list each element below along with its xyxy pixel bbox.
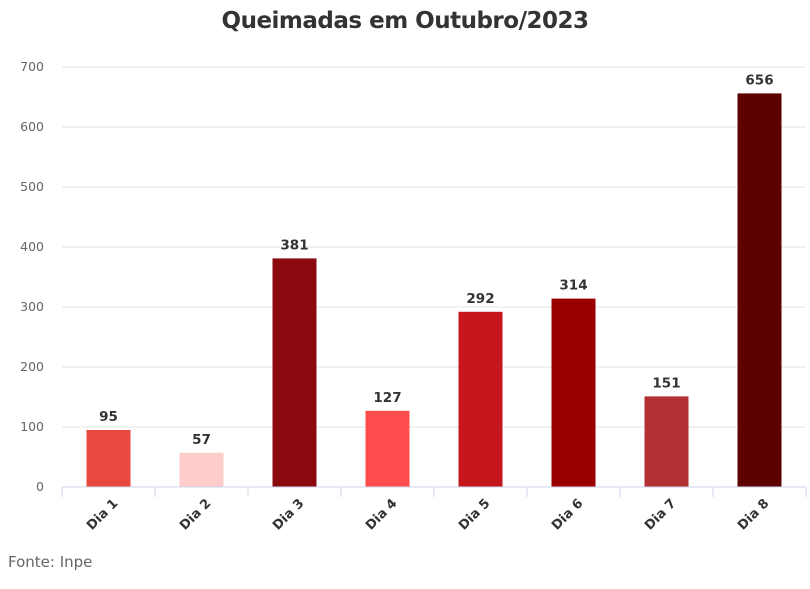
y-axis: 0 100 200 300 400 500 600 700 [20, 59, 44, 494]
x-tick-label: Dia 4 [363, 496, 400, 533]
bars [86, 93, 782, 488]
x-tick-label: Dia 1 [84, 496, 121, 533]
bar [644, 396, 689, 487]
x-tick-label: Dia 3 [270, 496, 307, 533]
data-label: 57 [192, 432, 211, 448]
data-label: 127 [373, 390, 401, 406]
source-note: Fonte: Inpe [8, 553, 93, 571]
x-tick-label: Dia 6 [549, 496, 586, 533]
x-tick-label: Dia 8 [735, 496, 772, 533]
bar [86, 430, 131, 487]
bar [272, 258, 317, 487]
data-label: 95 [99, 409, 118, 425]
bar [365, 410, 410, 487]
bar [179, 452, 224, 487]
y-tick-label: 300 [20, 299, 44, 314]
bar [551, 298, 596, 487]
x-axis: Dia 1 Dia 2 Dia 3 Dia 4 Dia 5 Dia 6 Dia 7 Dia 8 [61, 486, 807, 533]
x-tick-label: Dia 5 [456, 496, 493, 533]
gridlines [62, 66, 806, 428]
data-label: 381 [280, 237, 308, 253]
y-tick-label: 0 [36, 479, 44, 494]
bar [737, 93, 782, 488]
y-tick-label: 400 [20, 239, 44, 254]
data-label: 151 [652, 375, 680, 391]
y-tick-label: 600 [20, 119, 44, 134]
data-label: 656 [745, 72, 773, 88]
y-tick-label: 500 [20, 179, 44, 194]
y-tick-label: 100 [20, 419, 44, 434]
y-tick-label: 700 [20, 59, 44, 74]
chart-title: Queimadas em Outubro/2023 [221, 8, 589, 34]
x-tick-label: Dia 2 [177, 496, 214, 533]
data-label: 292 [466, 291, 494, 307]
y-tick-label: 200 [20, 359, 44, 374]
x-tick-label: Dia 7 [642, 496, 679, 533]
data-labels: 95 57 381 127 292 314 151 656 [99, 72, 773, 447]
bar [458, 311, 503, 487]
data-label: 314 [559, 278, 587, 294]
